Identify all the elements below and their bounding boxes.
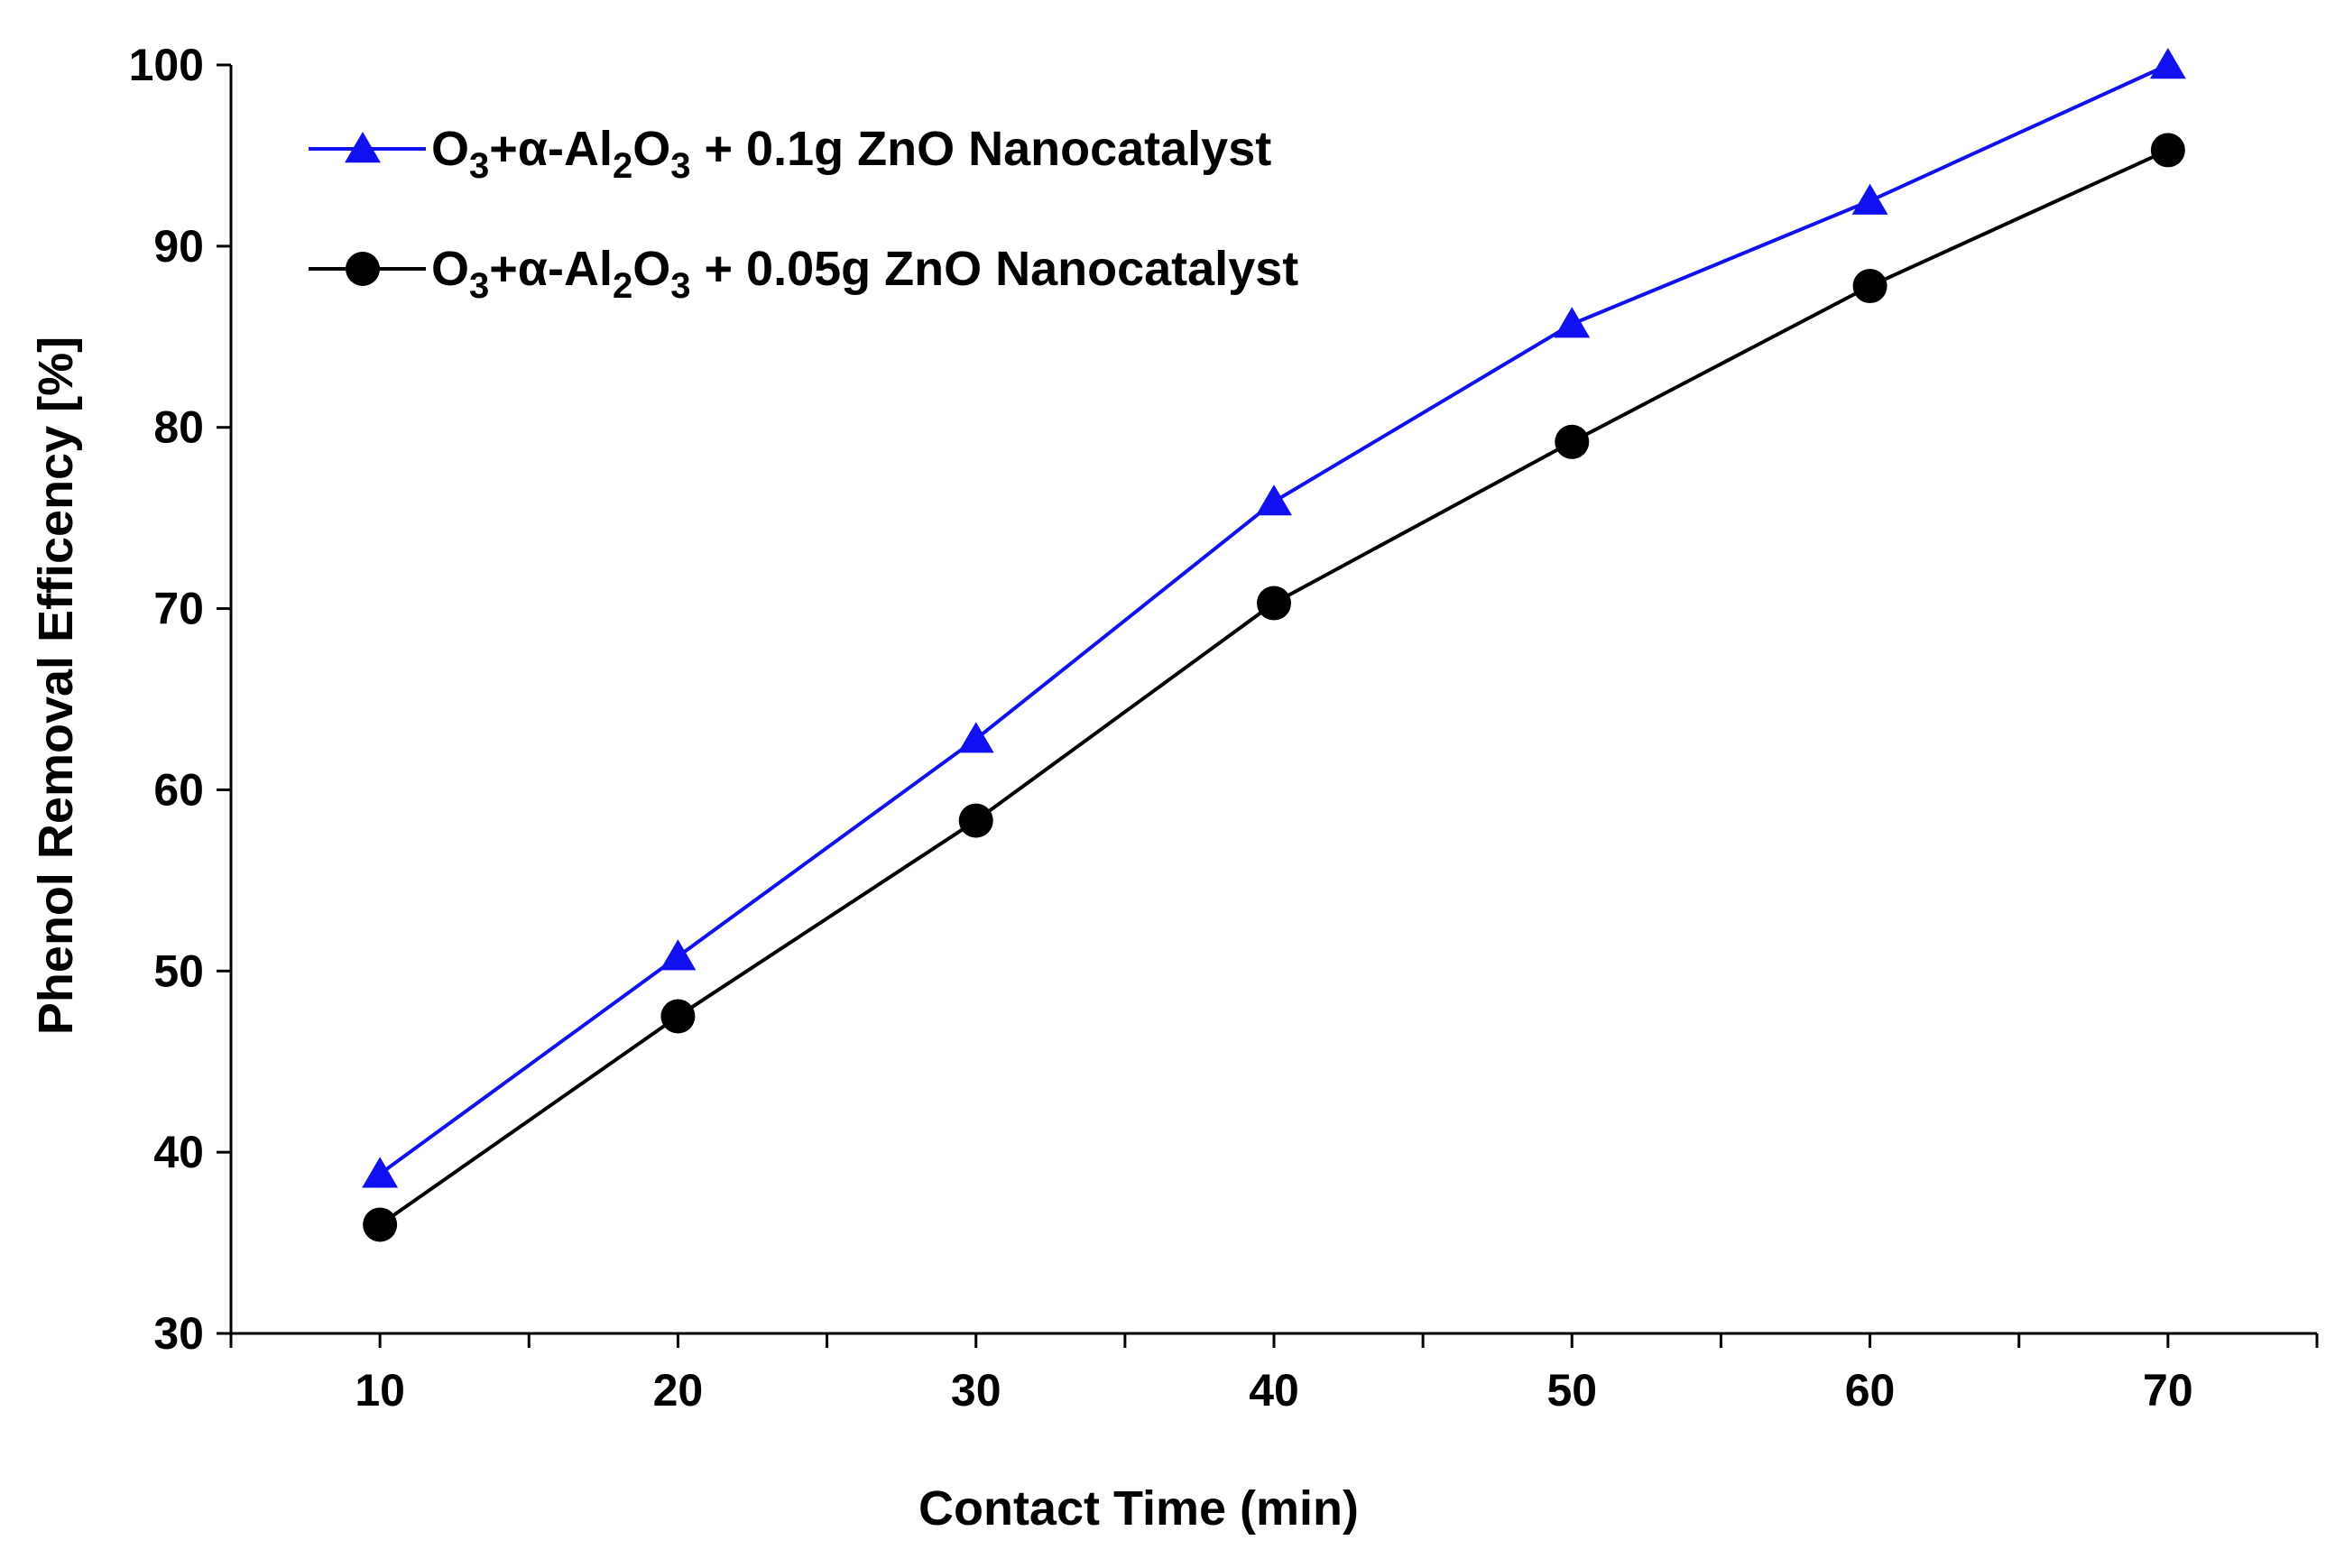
y-tick-label: 100 bbox=[129, 40, 204, 90]
series-2 bbox=[363, 133, 2185, 1242]
y-tick-label: 80 bbox=[153, 402, 204, 453]
data-point bbox=[1852, 269, 1887, 304]
data-point bbox=[957, 722, 994, 753]
chart-legend: O3+α-Al2O3 + 0.1g ZnO NanocatalystO3+α-A… bbox=[309, 122, 1298, 306]
legend-text-part: O bbox=[632, 122, 670, 176]
data-point bbox=[2149, 48, 2186, 79]
x-tick-label: 40 bbox=[1249, 1365, 1299, 1416]
legend-label: O3+α-Al2O3 + 0.05g ZnO Nanocatalyst bbox=[431, 242, 1298, 306]
y-tick-label: 50 bbox=[153, 945, 204, 996]
legend-subscript: 3 bbox=[469, 266, 489, 306]
series-line bbox=[378, 148, 2169, 1227]
legend-text-part: O bbox=[431, 122, 469, 176]
data-point bbox=[1851, 183, 1888, 215]
data-point bbox=[1555, 424, 1590, 459]
legend-subscript: 3 bbox=[469, 146, 489, 186]
data-point bbox=[363, 1207, 398, 1242]
x-tick-label: 50 bbox=[1546, 1365, 1597, 1416]
x-tick-label: 10 bbox=[355, 1365, 405, 1416]
y-tick-label: 30 bbox=[153, 1308, 204, 1359]
legend-text-part: +α-Al bbox=[489, 122, 613, 176]
legend-label: O3+α-Al2O3 + 0.1g ZnO Nanocatalyst bbox=[431, 122, 1271, 186]
legend-item-1: O3+α-Al2O3 + 0.1g ZnO Nanocatalyst bbox=[309, 122, 1271, 186]
data-point bbox=[660, 999, 696, 1034]
data-point bbox=[660, 939, 697, 971]
y-tick-label: 60 bbox=[153, 764, 204, 815]
x-tick-label: 70 bbox=[2143, 1365, 2193, 1416]
legend-text-part: O bbox=[632, 242, 670, 296]
data-point bbox=[958, 803, 993, 838]
y-tick-label: 70 bbox=[153, 584, 204, 634]
legend-marker bbox=[345, 132, 381, 163]
legend-subscript: 2 bbox=[613, 266, 632, 306]
data-point bbox=[1257, 586, 1291, 621]
legend-item-2: O3+α-Al2O3 + 0.05g ZnO Nanocatalyst bbox=[309, 242, 1298, 306]
data-point bbox=[1256, 484, 1292, 516]
y-tick-label: 40 bbox=[153, 1127, 204, 1177]
legend-marker bbox=[346, 252, 380, 286]
legend-text-part: O bbox=[431, 242, 469, 296]
x-axis-title: Contact Time (min) bbox=[918, 1481, 1359, 1536]
chart-series bbox=[362, 48, 2186, 1242]
x-tick-label: 60 bbox=[1845, 1365, 1896, 1416]
x-tick-label: 20 bbox=[653, 1365, 704, 1416]
legend-text-part: + 0.1g ZnO Nanocatalyst bbox=[691, 122, 1272, 176]
legend-subscript: 3 bbox=[670, 146, 690, 186]
chart-axes: 30 40 50 60 70 80 90 100 10 20 30 40 50 60 70 bbox=[129, 40, 2319, 1416]
y-axis-title: Phenol Removal Efficency [%] bbox=[29, 337, 83, 1035]
legend-subscript: 2 bbox=[613, 146, 632, 186]
data-point bbox=[1554, 307, 1591, 338]
series-1 bbox=[362, 48, 2186, 1188]
legend-subscript: 3 bbox=[670, 266, 690, 306]
y-tick-label: 90 bbox=[153, 221, 204, 272]
data-point bbox=[362, 1157, 399, 1188]
x-tick-label: 30 bbox=[951, 1365, 1001, 1416]
legend-text-part: + 0.05g ZnO Nanocatalyst bbox=[691, 242, 1299, 296]
data-point bbox=[2150, 133, 2185, 168]
legend-text-part: +α-Al bbox=[489, 242, 613, 296]
